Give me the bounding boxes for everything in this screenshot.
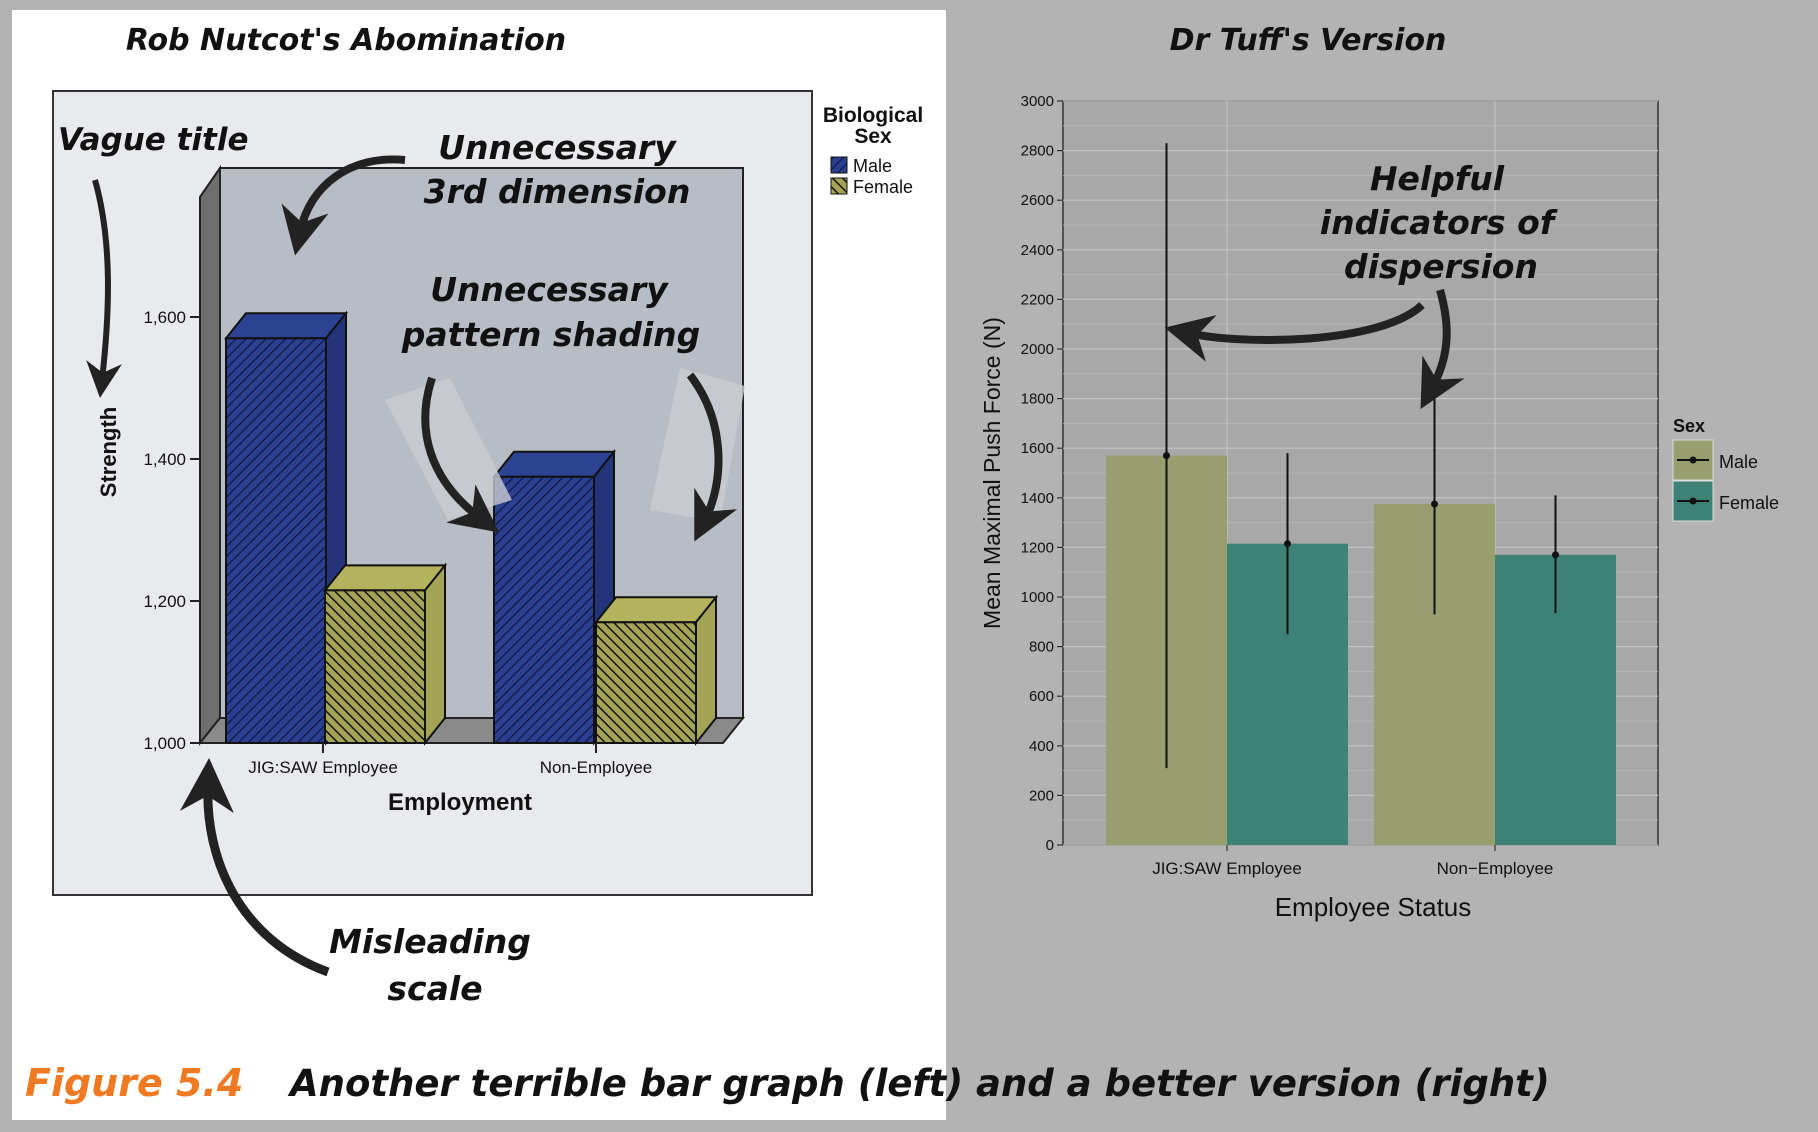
spss-bar-side — [424, 562, 446, 746]
ggplot-mean-point — [1284, 540, 1291, 548]
ggplot-x-tick-label: Non−Employee — [1437, 859, 1554, 878]
arrow-vague-title — [86, 179, 122, 398]
arrow-3d — [281, 155, 406, 256]
ggplot-y-tick-label: 3000 — [1021, 93, 1054, 110]
right-panel-title: Dr Tuff's Version — [1170, 23, 1447, 58]
spss-left-wall — [199, 164, 221, 746]
spss-legend-male-label: Male — [853, 156, 892, 176]
annotation-dispersion-line2: indicators of — [1320, 203, 1558, 242]
ggplot-bar-chart: 0 200 400 600 800 1000 1200 1400 1600 1800 2000 220… — [979, 93, 1659, 922]
ggplot-x-axis-title: Employee Status — [1275, 892, 1472, 922]
spss-legend-title-line2: Sex — [854, 125, 892, 148]
ggplot-y-tick-label: 1400 — [1021, 490, 1054, 507]
spss-legend-female-swatch — [830, 177, 848, 195]
annotation-dispersion-line1: Helpful — [1370, 159, 1505, 198]
ggplot-legend-female-point — [1689, 497, 1697, 505]
arrow-pattern-right — [686, 372, 738, 542]
spss-x-tick-label: Non-Employee — [540, 758, 652, 777]
ggplot-y-axis-title: Mean Maximal Push Force (N) — [979, 317, 1005, 629]
arrow-misleading-scale — [179, 758, 330, 977]
ggplot-y-tick-label: 1000 — [1021, 589, 1054, 606]
ggplot-mean-point — [1163, 452, 1170, 460]
annotation-misleading-line2: scale — [387, 969, 482, 1008]
ggplot-y-tick-label: 2200 — [1021, 291, 1054, 308]
spss-legend: Biological Sex Male Female — [823, 104, 923, 197]
spss-y-tick-label: 1,200 — [143, 592, 186, 611]
ggplot-y-tick-label: 2000 — [1021, 341, 1054, 358]
spss-bar-front — [324, 589, 426, 744]
arrow-pattern-shadow-right — [650, 368, 745, 522]
caption-figure-label: Figure 5.4 — [25, 1061, 243, 1105]
arrow-pattern-left — [421, 376, 500, 533]
annotation-pattern-line2: pattern shading — [401, 315, 701, 354]
annotation-misleading-line1: Misleading — [329, 922, 531, 961]
spss-bar-side — [695, 594, 717, 746]
ggplot-legend-male-label: Male — [1719, 452, 1758, 472]
caption-text: Another terrible bar graph (left) and a … — [287, 1062, 1550, 1105]
spss-legend-male-swatch — [830, 156, 848, 174]
spss-legend-female-label: Female — [853, 177, 913, 197]
arrow-dispersion-down — [1420, 288, 1465, 410]
ggplot-y-tick-label: 1600 — [1021, 440, 1054, 457]
ggplot-mean-point — [1431, 500, 1438, 508]
ggplot-mean-point — [1552, 551, 1559, 559]
spss-y-tick-label: 1,400 — [143, 450, 186, 469]
ggplot-legend-female-label: Female — [1719, 493, 1779, 513]
annotation-pattern-line1: Unnecessary — [430, 270, 669, 309]
ggplot-y-tick-label: 0 — [1046, 837, 1054, 854]
spss-x-axis-title: Employment — [388, 789, 532, 816]
ggplot-legend: Sex Male Female — [1672, 416, 1779, 522]
ggplot-y-tick-label: 200 — [1029, 787, 1054, 804]
annotation-vague-title: Vague title — [58, 122, 249, 158]
annotation-3d-line2: 3rd dimension — [424, 172, 691, 211]
spss-y-axis-title: Strength — [96, 407, 121, 497]
ggplot-y-tick-label: 600 — [1029, 688, 1054, 705]
spss-legend-title-line1: Biological — [823, 104, 923, 127]
spss-bar — [491, 448, 617, 746]
ggplot-y-tick-label: 1800 — [1021, 391, 1054, 408]
ggplot-y-tick-label: 400 — [1029, 738, 1054, 755]
ggplot-x-tick-label: JIG:SAW Employee — [1152, 859, 1302, 878]
left-panel-title: Rob Nutcot's Abomination — [126, 23, 566, 58]
spss-bar — [593, 594, 719, 746]
ggplot-legend-title: Sex — [1673, 416, 1705, 436]
annotation-3d-line1: Unnecessary — [438, 128, 677, 167]
annotation-dispersion-line3: dispersion — [1344, 247, 1538, 286]
arrow-dispersion-left — [1164, 301, 1425, 362]
spss-x-tick-label: JIG:SAW Employee — [248, 758, 398, 777]
ggplot-y-tick-label: 800 — [1029, 639, 1054, 656]
spss-bar-front — [225, 337, 327, 744]
ggplot-y-tick-label: 2600 — [1021, 192, 1054, 209]
ggplot-y-tick-label: 2400 — [1021, 242, 1054, 259]
spss-bar-front — [595, 621, 697, 744]
spss-y-tick-label: 1,600 — [143, 308, 186, 327]
spss-bar — [322, 562, 448, 746]
spss-y-tick-label: 1,000 — [143, 734, 186, 753]
spss-bar-front — [493, 475, 595, 744]
ggplot-y-tick-label: 2800 — [1021, 143, 1054, 160]
ggplot-legend-male-point — [1689, 456, 1697, 464]
ggplot-y-tick-label: 1200 — [1021, 539, 1054, 556]
